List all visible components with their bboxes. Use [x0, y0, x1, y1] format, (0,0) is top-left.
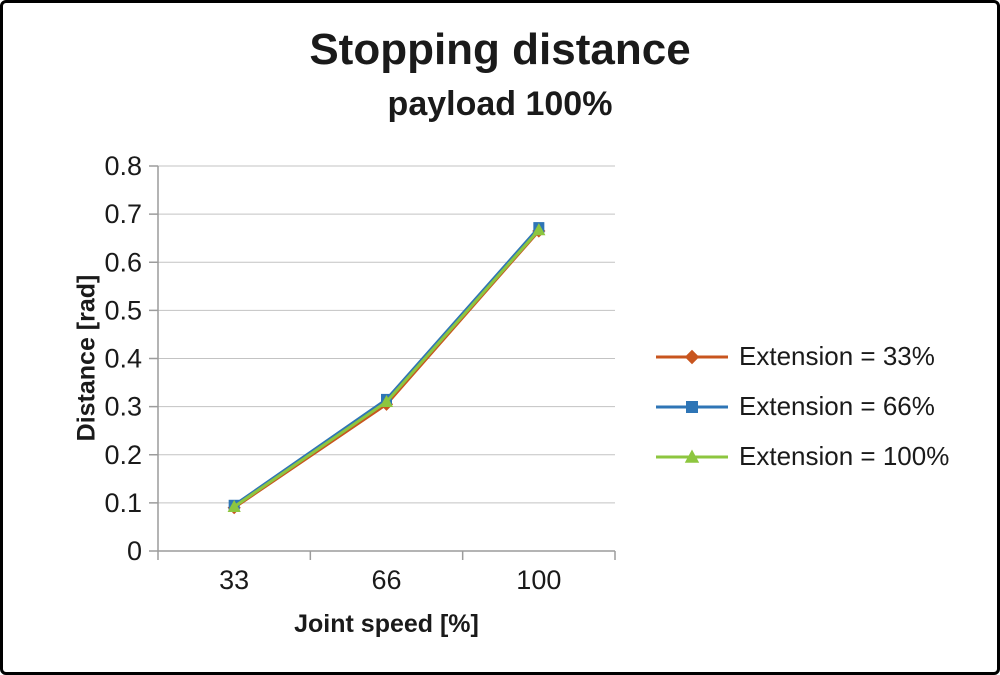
legend-swatch — [656, 349, 728, 364]
x-tick-label: 33 — [219, 565, 249, 595]
series-line — [232, 226, 541, 507]
x-axis-title: Joint speed [%] — [294, 610, 479, 638]
legend-item: Extension = 100% — [655, 439, 949, 474]
triangle-marker — [532, 223, 546, 236]
legend-label: Extension = 100% — [739, 441, 950, 471]
legend-item: Extension = 33% — [655, 339, 949, 374]
y-tick-label: 0.8 — [104, 151, 142, 181]
legend-label: Extension = 66% — [739, 391, 935, 421]
y-tick-label: 0.7 — [104, 199, 142, 229]
chart-subtitle: payload 100% — [387, 85, 613, 123]
y-axis-title: Distance [rad] — [72, 274, 101, 442]
series-line — [232, 229, 541, 510]
y-tick-label: 0.2 — [104, 440, 142, 470]
triangle-marker — [684, 449, 700, 463]
legend-swatch — [656, 400, 728, 413]
series-line — [232, 228, 541, 509]
plot-area: 0 0.1 0.2 0.3 0.4 0.5 0.6 0.7 0.8 33 66 100 — [104, 151, 616, 595]
triangle-marker — [379, 394, 394, 408]
diamond-marker — [684, 349, 700, 364]
triangle-marker — [227, 499, 241, 512]
y-tick-label: 0.3 — [104, 392, 142, 422]
chart-title: Stopping distance — [309, 25, 691, 74]
legend-label: Extension = 33% — [739, 341, 935, 371]
y-tick-label: 0.4 — [104, 344, 142, 374]
legend-swatch — [656, 449, 728, 463]
x-tick-label: 66 — [371, 565, 401, 595]
legend: Extension = 33% Extension = 66% Extension … — [655, 339, 949, 474]
square-marker — [686, 400, 698, 413]
x-tick-label: 100 — [516, 565, 561, 595]
y-tick-label: 0 — [127, 536, 142, 566]
y-tick-label: 0.6 — [104, 247, 142, 277]
y-tick-label: 0.1 — [104, 488, 142, 518]
y-tick-label: 0.5 — [104, 295, 142, 325]
legend-item: Extension = 66% — [655, 389, 949, 424]
